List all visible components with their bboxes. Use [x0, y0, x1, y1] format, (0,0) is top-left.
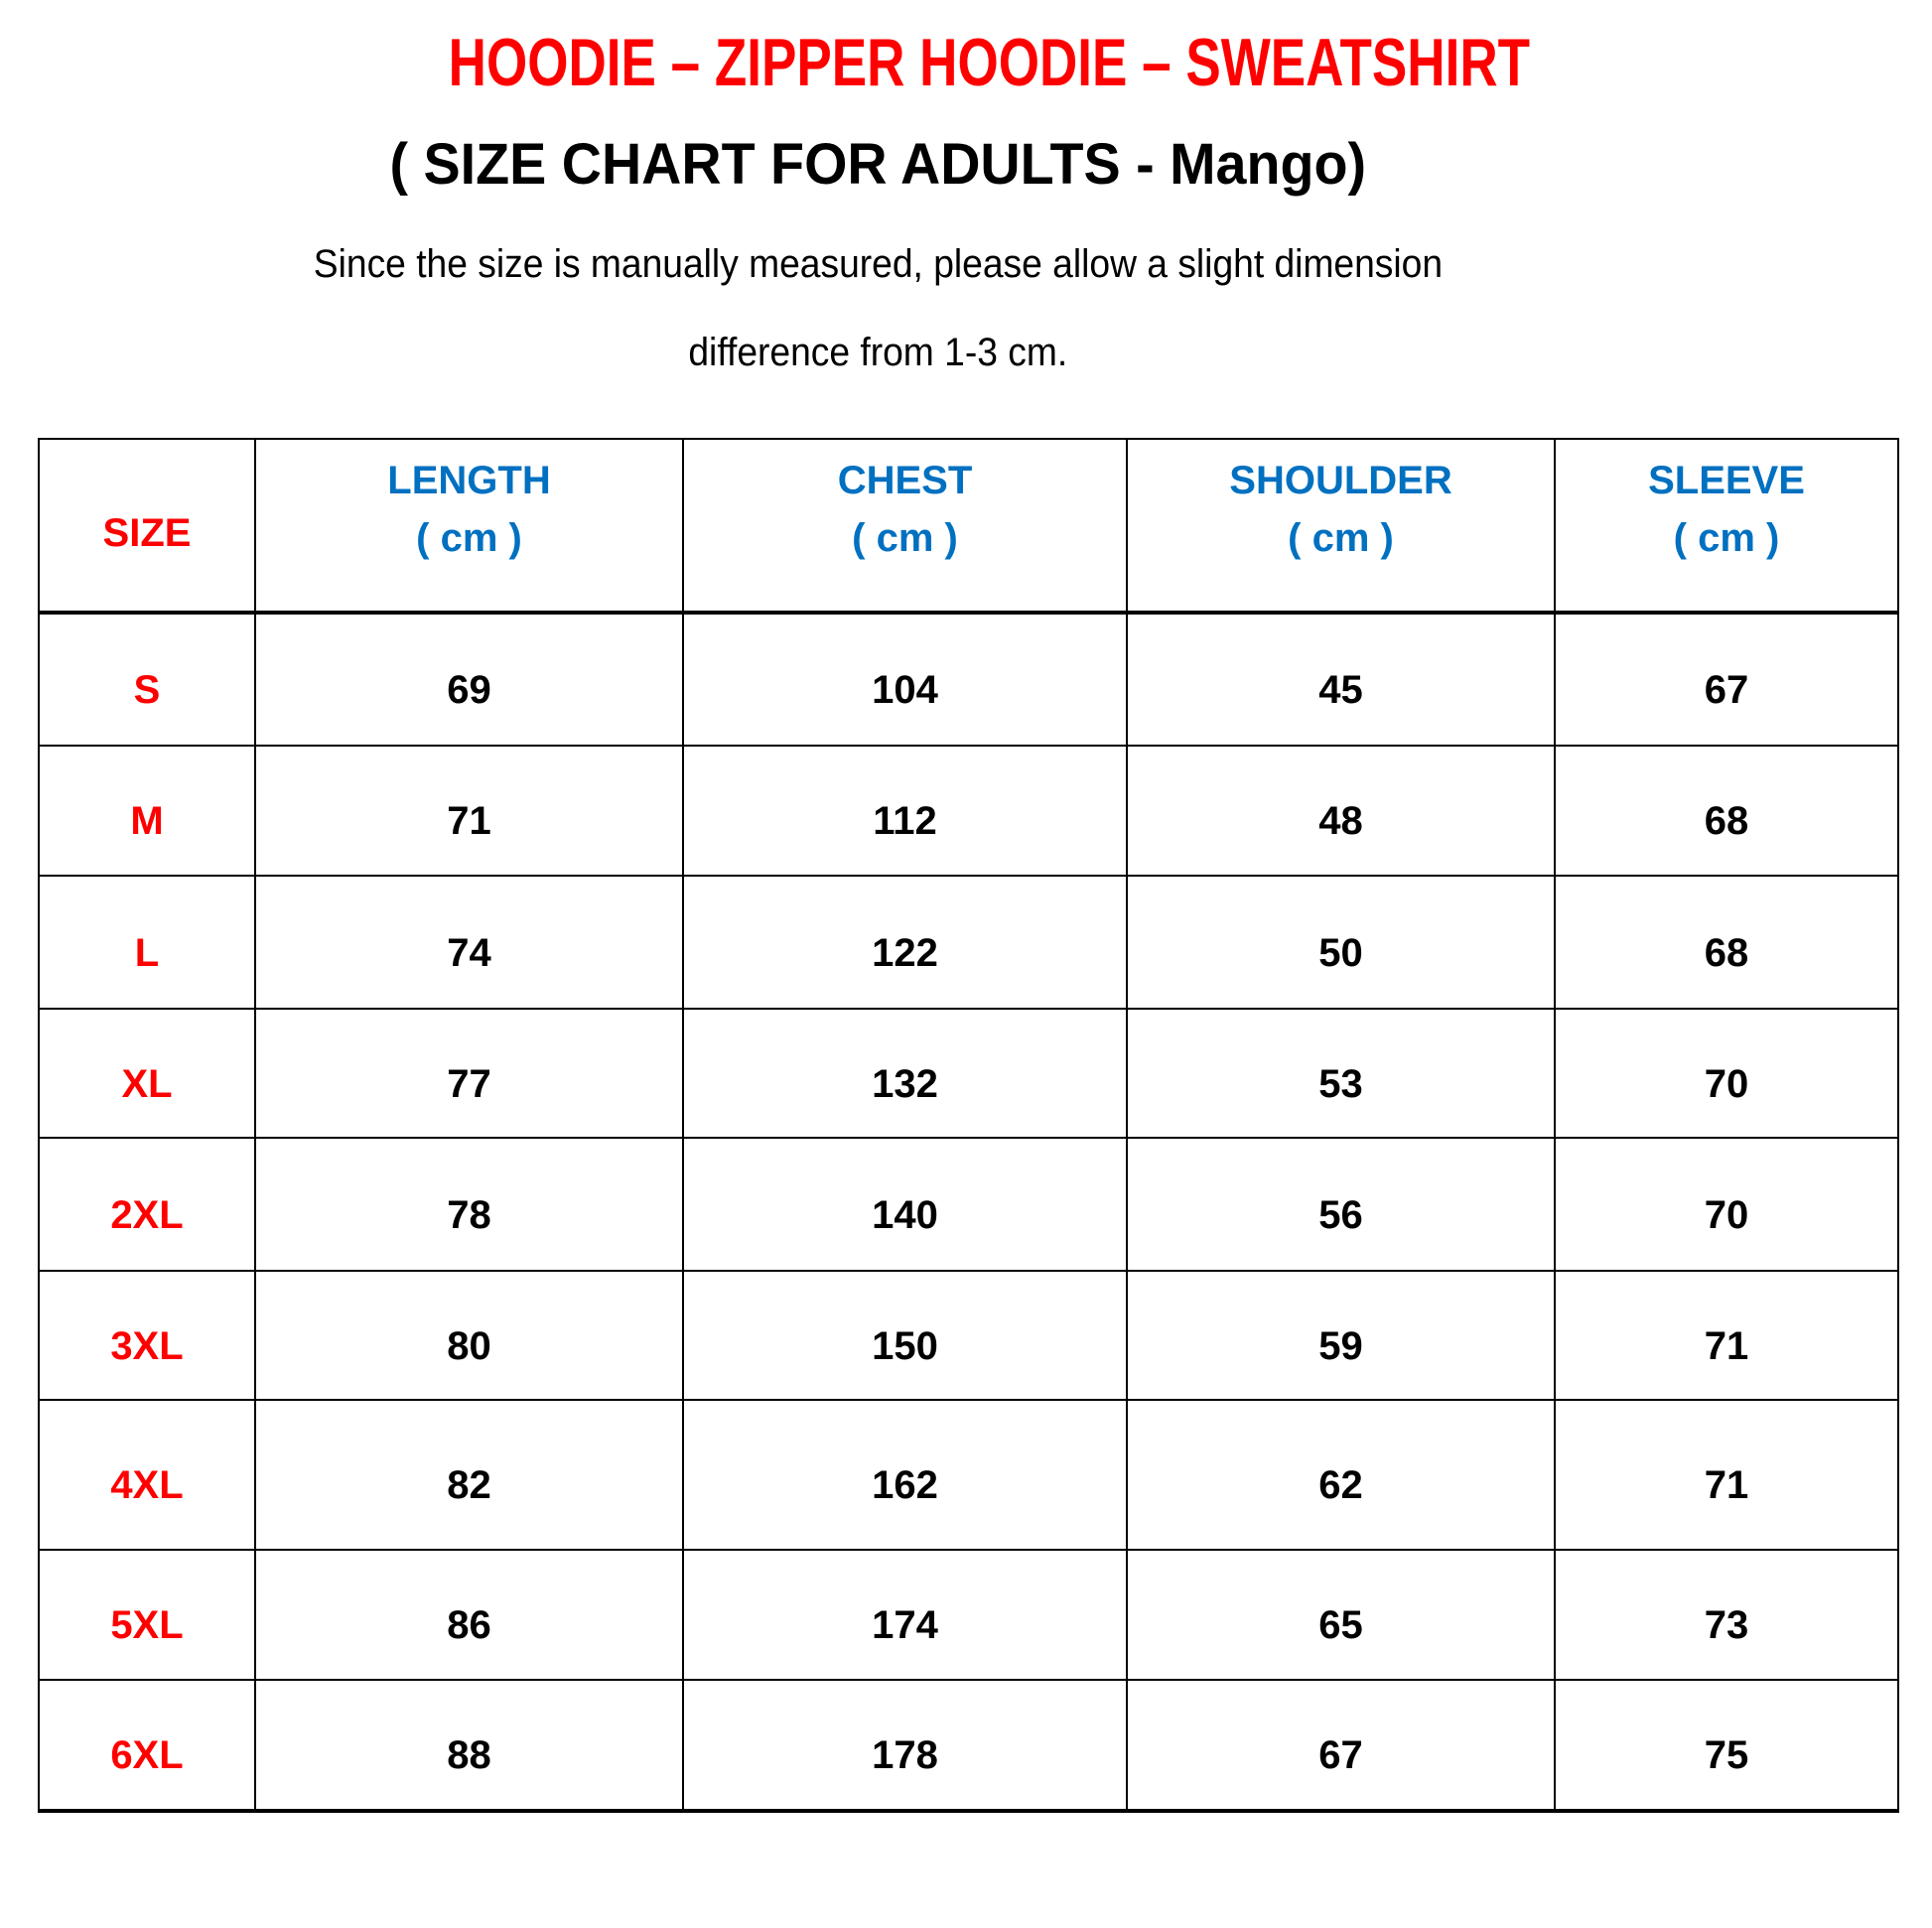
value-cell: 78 — [254, 1137, 684, 1272]
value-cell: 140 — [682, 1137, 1128, 1272]
value-cell: 56 — [1126, 1137, 1556, 1272]
value-cell: 88 — [254, 1679, 684, 1812]
value-cell: 67 — [1126, 1679, 1556, 1812]
page-subtitle: ( SIZE CHART FOR ADULTS - Mango) — [296, 131, 1460, 198]
value-cell: 68 — [1554, 875, 1899, 1010]
value-cell: 80 — [254, 1270, 684, 1401]
table-row: 5XL 86 174 65 73 — [38, 1549, 1899, 1681]
value-cell: 70 — [1554, 1137, 1899, 1272]
value-cell: 50 — [1126, 875, 1556, 1010]
table-row: L 74 122 50 68 — [38, 875, 1899, 1010]
note-text-2: difference from 1-3 cm. — [688, 331, 1068, 374]
value-cell: 48 — [1126, 745, 1556, 877]
value-cell: 71 — [1554, 1270, 1899, 1401]
size-cell: 2XL — [38, 1137, 256, 1272]
value-cell: 82 — [254, 1399, 684, 1551]
value-cell: 62 — [1126, 1399, 1556, 1551]
header-length: LENGTH ( cm ) — [254, 438, 684, 614]
value-cell: 71 — [254, 745, 684, 877]
size-chart-table: SIZE LENGTH ( cm ) CHEST ( cm ) SHOULDER ( … — [38, 438, 1899, 1813]
value-cell: 45 — [1126, 612, 1556, 747]
header-name: LENGTH — [387, 459, 551, 502]
value-cell: 59 — [1126, 1270, 1556, 1401]
value-cell: 53 — [1126, 1008, 1556, 1139]
value-cell: 74 — [254, 875, 684, 1010]
header-unit: ( cm ) — [416, 516, 522, 560]
value-cell: 112 — [682, 745, 1128, 877]
header-unit: ( cm ) — [1288, 516, 1394, 560]
value-cell: 86 — [254, 1549, 684, 1681]
value-cell: 132 — [682, 1008, 1128, 1139]
table-row: XL 77 132 53 70 — [38, 1008, 1899, 1139]
value-cell: 69 — [254, 612, 684, 747]
value-cell: 67 — [1554, 612, 1899, 747]
value-cell: 75 — [1554, 1679, 1899, 1812]
value-cell: 73 — [1554, 1549, 1899, 1681]
table-row: S 69 104 45 67 — [38, 612, 1899, 747]
value-cell: 70 — [1554, 1008, 1899, 1139]
value-cell: 178 — [682, 1679, 1128, 1812]
header-unit: ( cm ) — [852, 516, 958, 560]
value-cell: 174 — [682, 1549, 1128, 1681]
value-cell: 104 — [682, 612, 1128, 747]
size-cell: S — [38, 612, 256, 747]
header-chest: CHEST ( cm ) — [682, 438, 1128, 614]
note-line-2: difference from 1-3 cm. — [653, 331, 1103, 375]
header-name: SLEEVE — [1648, 459, 1805, 502]
table-row: 2XL 78 140 56 70 — [38, 1137, 1899, 1272]
value-cell: 162 — [682, 1399, 1128, 1551]
header-shoulder: SHOULDER ( cm ) — [1126, 438, 1556, 614]
header-unit: ( cm ) — [1673, 516, 1780, 560]
value-cell: 122 — [682, 875, 1128, 1010]
table-row: M 71 112 48 68 — [38, 745, 1899, 877]
header-sleeve: SLEEVE ( cm ) — [1554, 438, 1899, 614]
value-cell: 65 — [1126, 1549, 1556, 1681]
subtitle-text: ( SIZE CHART FOR ADULTS - Mango) — [389, 132, 1367, 197]
value-cell: 150 — [682, 1270, 1128, 1401]
size-cell: XL — [38, 1008, 256, 1139]
size-cell: 6XL — [38, 1679, 256, 1812]
size-cell: 4XL — [38, 1399, 256, 1551]
note-text-1: Since the size is manually measured, ple… — [313, 242, 1443, 286]
page-title: HOODIE – ZIPPER HOODIE – SWEATSHIRT — [296, 24, 1530, 101]
size-cell: 3XL — [38, 1270, 256, 1401]
table-row: 6XL 88 178 67 75 — [38, 1679, 1899, 1812]
size-cell: L — [38, 875, 256, 1010]
header-name: SHOULDER — [1229, 459, 1452, 502]
table-row: 4XL 82 162 62 71 — [38, 1399, 1899, 1551]
title-text: HOODIE – ZIPPER HOODIE – SWEATSHIRT — [448, 25, 1531, 100]
header-row: SIZE LENGTH ( cm ) CHEST ( cm ) SHOULDER ( … — [38, 438, 1899, 614]
header-size: SIZE — [38, 438, 256, 614]
header-name: CHEST — [837, 459, 973, 502]
value-cell: 77 — [254, 1008, 684, 1139]
value-cell: 68 — [1554, 745, 1899, 877]
size-cell: M — [38, 745, 256, 877]
value-cell: 71 — [1554, 1399, 1899, 1551]
table-row: 3XL 80 150 59 71 — [38, 1270, 1899, 1401]
note-line-1: Since the size is manually measured, ple… — [208, 242, 1547, 287]
size-cell: 5XL — [38, 1549, 256, 1681]
